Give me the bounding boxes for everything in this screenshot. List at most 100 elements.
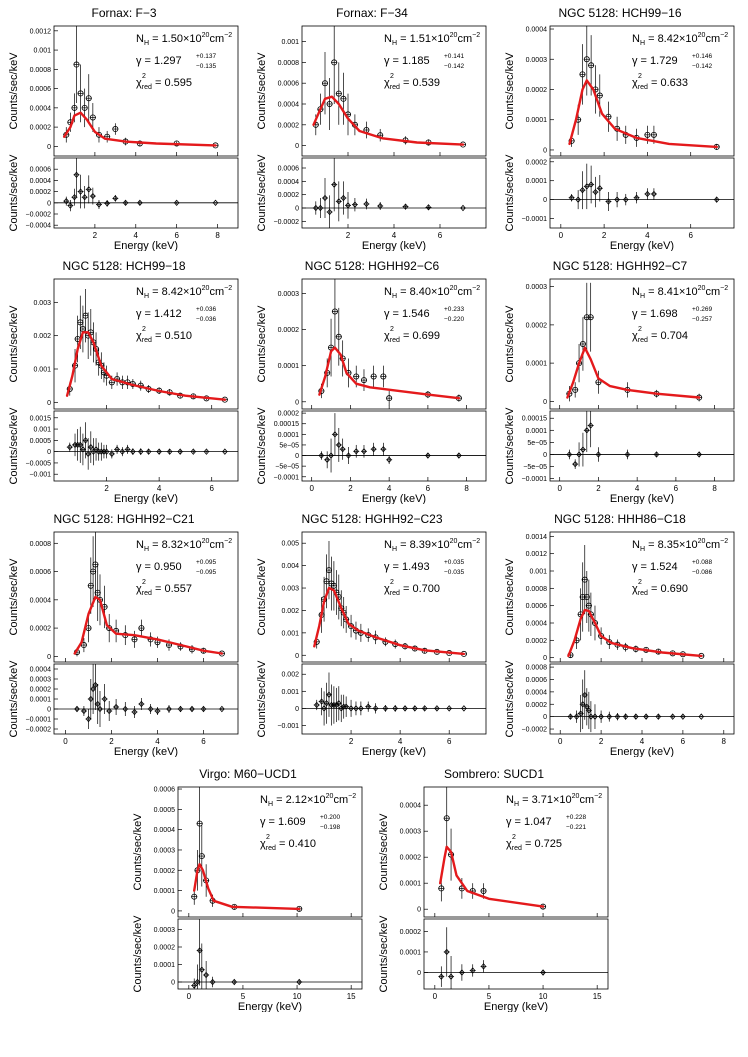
y-axis-label: Counts/sec/keV [256,558,268,636]
chi-symbol: χ [632,583,638,595]
residual-point [119,448,126,455]
residual-y-tick-label: 0.0002 [154,945,176,952]
residual-point [122,705,129,713]
residual-point [584,427,590,434]
spectrum-frame [53,278,239,410]
y-tick-label: 0.0002 [400,855,422,862]
chi2-value: 0.557 [164,583,192,595]
x-tick-label: 2 [596,484,601,493]
residual-point [576,451,582,458]
nh-unit-exponent: −2 [472,285,480,292]
y-tick-label: 0.0001 [400,881,422,888]
gamma-upper-error: +0.233 [444,306,464,313]
residual-y-axis-label: Counts/sec/keV [8,154,20,232]
spectrum-chart: 0 0.001 0.002 0.003 0.004 0.005 −0.001 0 0.001 0.… [256,531,487,757]
residual-y-tick-label: 0.0001 [278,432,300,439]
residual-point [318,698,325,705]
residual-point [566,451,573,458]
residual-frame [423,918,609,990]
nh-subscript: H [514,801,519,808]
residual-point [461,705,467,712]
y-tick-label: 0 [295,143,299,150]
x-tick-label: 4 [134,231,139,240]
residual-point [340,194,347,202]
residual-y-tick-label: 0.0005 [30,438,52,445]
data-point [80,642,87,649]
y-tick-label: 0 [543,655,547,662]
nh-subscript: H [640,546,645,553]
residual-point [331,181,337,188]
residual-y-tick-label: 0.001 [33,427,51,434]
x-tick-label: 6 [438,231,443,240]
nh-value: 8.35 [658,539,679,551]
spectrum-chart: 0 0.0002 0.0004 0.0006 0.0008 −0.0002 −0.0001 0… [8,531,239,757]
residual-y-tick-label: 0.001 [281,689,299,696]
residual-y-tick-label: −0.0002 [26,727,52,734]
nh-subscript: H [640,40,645,47]
residual-point [324,456,330,464]
residual-point [336,198,342,205]
nh-subscript: H [392,293,397,300]
x-tick-label: 0 [187,992,192,1001]
spectrum-panel: NGC 5128: HGHH92−C21 0 0.0002 0.0004 0.0006 0… [4,512,244,757]
data-point [89,114,96,121]
residual-y-axis-label: Counts/sec/keV [8,660,20,738]
equals-sign: = [648,77,661,89]
y-tick-label: 0.001 [33,48,51,55]
model-curve [63,111,217,147]
chi2-annotation: χred = 0.557 [136,583,192,597]
residual-y-axis-label: Counts/sec/keV [256,660,268,738]
chi2-annotation: χred = 0.699 [384,330,440,344]
residual-y-tick-label: 0.0004 [30,667,52,674]
x-tick-label: 6 [426,484,431,493]
residual-point [77,188,84,195]
x-tick-label: 0 [557,484,562,493]
residual-point [696,451,702,458]
nh-symbol: N [136,286,144,298]
residual-point [353,448,359,455]
residual-point [86,186,92,193]
x-tick-label: 2 [349,737,354,746]
gamma-lower-error: −0.135 [196,63,216,70]
residual-point [326,691,332,698]
residual-y-tick-label: 0.0003 [154,927,176,934]
residual-point [605,198,612,205]
nh-annotation: NH = 8.42×1020cm−2 [632,32,728,47]
residual-frame [53,410,239,482]
gamma-symbol: γ = [136,561,154,573]
residual-point [624,451,631,458]
residual-point [104,200,110,207]
residual-point [106,707,112,715]
residual-y-tick-label: 0.0003 [30,677,52,684]
y-tick-label: 0.0004 [154,827,176,834]
residual-y-tick-label: 0 [543,197,547,204]
residual-point [633,713,639,720]
data-point [331,308,338,315]
y-tick-label: 0.0002 [278,122,300,129]
x-tick-label: 4 [398,737,403,746]
residual-point [203,971,209,979]
residual-point [434,705,440,712]
panel-title: Fornax: F−34 [336,6,408,20]
residual-point [114,446,120,453]
residual-point [580,446,586,453]
panel-title: NGC 5128: HGHH92−C7 [552,259,688,273]
residual-point [606,713,613,720]
nh-subscript: H [392,40,397,47]
residual-point [444,948,450,956]
residual-y-tick-label: 0 [543,714,547,721]
equals-sign: = [519,794,532,806]
nh-annotation: NH = 1.50×1020cm−2 [136,32,232,47]
residual-point [94,700,101,708]
y-tick-label: 0.0006 [30,86,52,93]
gamma-upper-error: +0.141 [444,53,464,60]
residual-y-tick-label: 0.0001 [30,697,52,704]
data-point [95,131,102,138]
y-tick-label: 0 [47,400,51,407]
y-axis-label: Counts/sec/keV [504,305,516,383]
residual-point [113,703,119,711]
nh-exponent: 20 [572,793,580,800]
panel-title: NGC 5128: HGHH92−C21 [53,512,195,526]
nh-exponent: 20 [698,32,706,39]
residual-y-tick-label: 0.0002 [30,189,52,196]
